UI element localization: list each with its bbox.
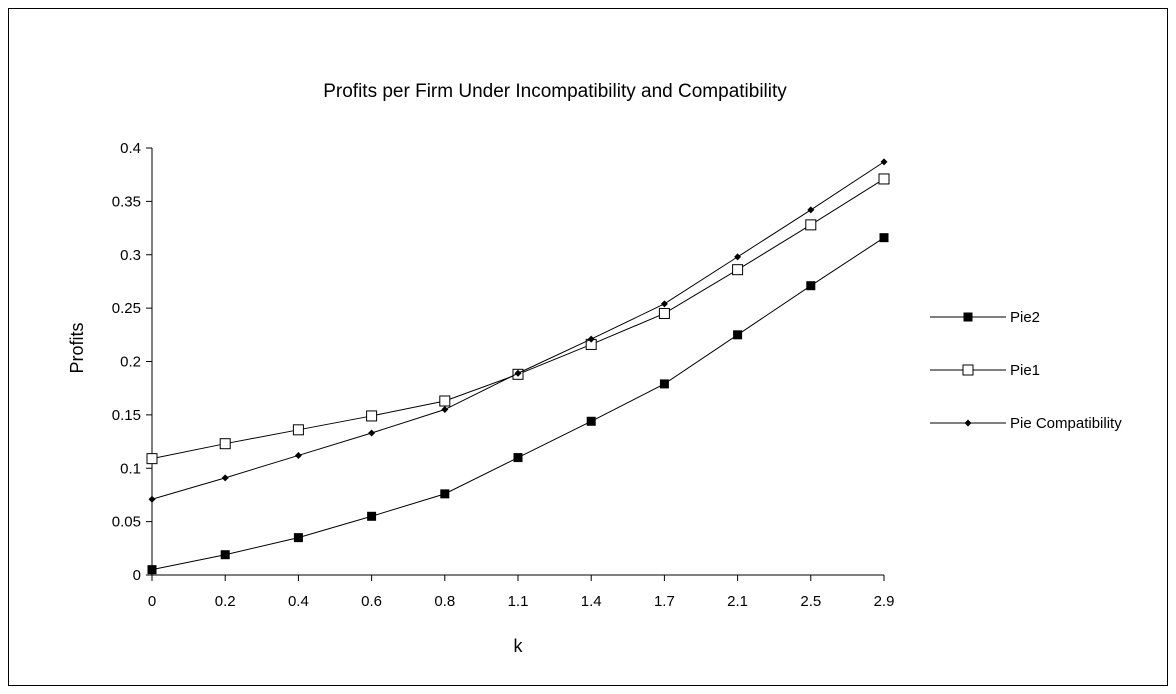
data-point [440,489,450,499]
axes: 0 0.05 0.1 0.15 0.2 0.25 0.3 0.35 0.4 0 0.2 0.4 0.6 0… [112,140,895,610]
y-tick-label: 0.1 [120,460,141,477]
y-tick-label: 0.15 [112,407,141,424]
data-point [732,264,744,276]
legend-entry: Pie1 [930,362,1040,379]
data-point [219,438,231,450]
x-tick-label: 1.7 [654,593,675,610]
series-pie-compatibility [148,158,888,503]
data-point [366,410,378,422]
series-line [151,237,885,571]
data-point [148,495,156,503]
y-axis-label: Profits [67,322,87,373]
legend-label: Pie Compatibility [1010,415,1122,432]
y-tick-label: 0.4 [120,140,141,157]
x-tick-label: 0.6 [361,593,382,610]
data-point [514,369,522,377]
y-tick-label: 0.3 [120,247,141,264]
data-point [513,453,523,463]
data-point [292,424,304,436]
legend-entry: Pie Compatibility [930,415,1122,432]
x-tick-label: 2.5 [800,593,821,610]
x-axis-label: k [514,636,524,656]
y-tick-label: 0.2 [120,354,141,371]
series-pie1 [146,173,890,465]
data-point [220,550,230,560]
y-tick-label: 0.05 [112,514,141,531]
legend-marker [964,419,972,427]
data-point [586,416,596,426]
series-layer [146,158,890,575]
data-point [734,253,742,261]
x-tick-label: 0 [148,593,156,610]
x-tick-label: 0.2 [215,593,236,610]
y-tick-label: 0.35 [112,193,141,210]
series-pie2 [147,233,889,575]
data-point [659,379,669,389]
data-point [368,429,376,437]
chart-title: Profits per Firm Under Incompatibility a… [323,81,787,102]
data-point [805,219,817,231]
data-point [293,533,303,543]
series-line [151,161,885,500]
x-tick-label: 1.4 [581,593,602,610]
y-tick-label: 0.25 [112,300,141,317]
x-tick-label: 1.1 [508,593,529,610]
chart-frame: Profits per Firm Under Incompatibility a… [8,8,1168,686]
data-point [221,474,229,482]
data-point [658,307,670,319]
line-chart: Profits per Firm Under Incompatibility a… [67,81,1122,656]
legend-marker [963,312,973,322]
x-tick-label: 2.9 [874,593,895,610]
data-point [146,453,158,465]
y-tick-label: 0 [133,567,141,584]
data-point [294,451,302,459]
data-point [807,206,815,214]
data-point [880,158,888,166]
data-point [733,330,743,340]
x-tick-label: 0.8 [434,593,455,610]
data-point [660,300,668,308]
x-tick-label: 2.1 [727,593,748,610]
data-point [441,406,449,414]
data-point [367,511,377,521]
legend-label: Pie2 [1010,309,1040,326]
series-line [151,178,885,460]
legend-label: Pie1 [1010,362,1040,379]
x-tick-label: 0.4 [288,593,309,610]
data-point [439,395,451,407]
data-point [806,281,816,291]
data-point [879,233,889,243]
data-point [587,335,595,343]
data-point [147,565,157,575]
legend-entry: Pie2 [930,309,1040,326]
legend: Pie2 Pie1 Pie Compatibility [930,309,1122,432]
data-point [878,173,890,185]
legend-marker [962,364,974,376]
